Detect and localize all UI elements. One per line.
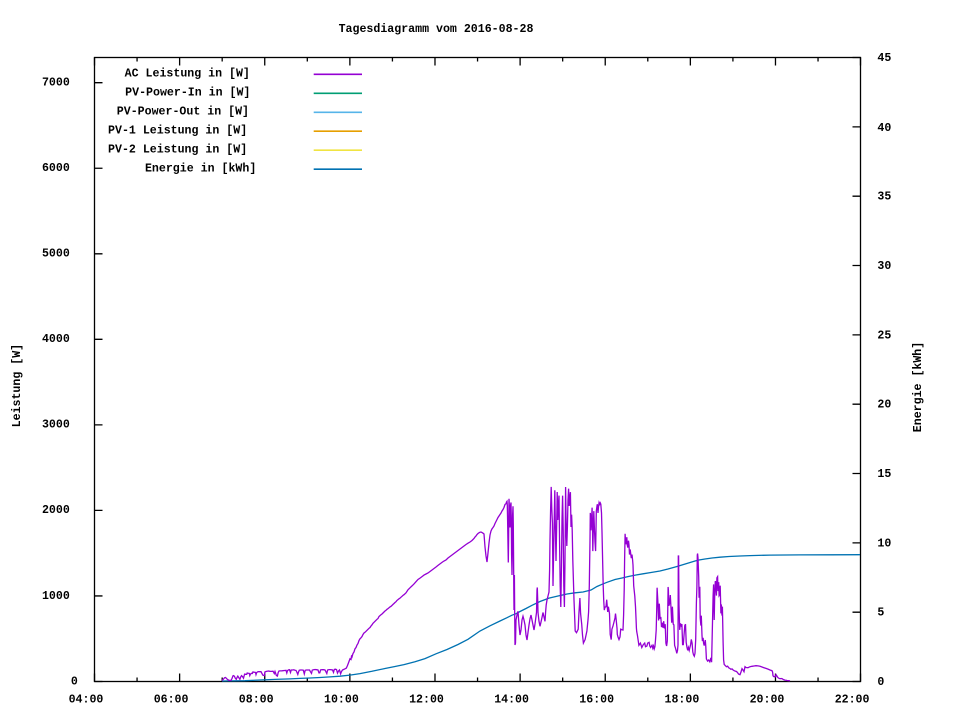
svg-text:20: 20: [877, 399, 891, 412]
svg-text:45: 45: [877, 52, 891, 65]
svg-text:1000: 1000: [42, 590, 70, 603]
svg-text:4000: 4000: [42, 333, 70, 346]
svg-text:15: 15: [877, 468, 891, 481]
svg-text:18:00: 18:00: [665, 694, 700, 707]
svg-text:AC Leistung in [W]: AC Leistung in [W]: [125, 67, 250, 80]
svg-text:6000: 6000: [42, 162, 70, 175]
svg-text:25: 25: [877, 329, 891, 342]
svg-text:08:00: 08:00: [239, 694, 274, 707]
svg-text:7000: 7000: [42, 77, 70, 90]
svg-text:Tagesdiagramm vom 2016-08-28: Tagesdiagramm vom 2016-08-28: [339, 23, 534, 36]
svg-text:PV-Power-Out in [W]: PV-Power-Out in [W]: [117, 105, 249, 118]
svg-text:Energie [kWh]: Energie [kWh]: [912, 342, 925, 432]
svg-text:10:00: 10:00: [324, 694, 359, 707]
svg-text:22:00: 22:00: [835, 694, 870, 707]
svg-text:3000: 3000: [42, 419, 70, 432]
svg-text:5000: 5000: [42, 248, 70, 261]
svg-text:10: 10: [877, 537, 891, 550]
svg-text:PV-1 Leistung in [W]: PV-1 Leistung in [W]: [108, 124, 247, 137]
svg-text:06:00: 06:00: [154, 694, 189, 707]
svg-text:40: 40: [877, 122, 891, 135]
svg-text:0: 0: [877, 676, 884, 689]
svg-text:Leistung [W]: Leistung [W]: [11, 344, 24, 428]
svg-text:Energie in [kWh]: Energie in [kWh]: [145, 162, 256, 175]
svg-text:5: 5: [877, 607, 884, 620]
svg-text:30: 30: [877, 260, 891, 273]
svg-text:16:00: 16:00: [579, 694, 614, 707]
svg-text:PV-Power-In in [W]: PV-Power-In in [W]: [125, 86, 250, 99]
svg-text:14:00: 14:00: [494, 694, 529, 707]
svg-text:PV-2 Leistung in [W]: PV-2 Leistung in [W]: [108, 143, 247, 156]
svg-text:35: 35: [877, 191, 891, 204]
svg-text:20:00: 20:00: [750, 694, 785, 707]
svg-text:12:00: 12:00: [409, 694, 444, 707]
svg-text:04:00: 04:00: [69, 694, 104, 707]
svg-text:0: 0: [71, 675, 78, 688]
svg-text:2000: 2000: [42, 504, 70, 517]
